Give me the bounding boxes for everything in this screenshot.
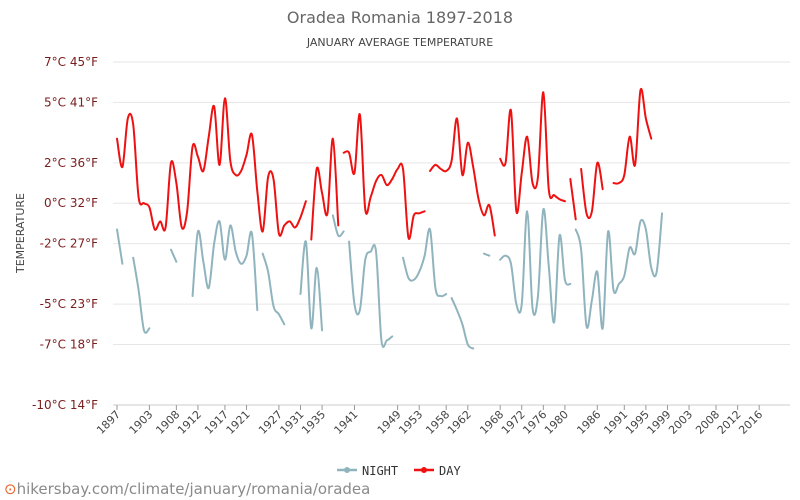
y-tick-label: 0°C 32°F xyxy=(44,196,98,210)
series-line-day xyxy=(429,117,496,237)
x-tick-label: 1991 xyxy=(601,408,630,437)
y-axis-ticks: 7°C 45°F 5°C 41°F 2°C 36°F 0°C 32°F -2°C 27°… xyxy=(32,55,98,412)
series-lines xyxy=(116,87,664,350)
x-tick-label: 1927 xyxy=(256,408,285,437)
x-tick-label: 1999 xyxy=(645,408,674,437)
series-line-night xyxy=(169,248,178,263)
series-line-day xyxy=(116,97,307,237)
x-tick-label: 1958 xyxy=(423,408,452,437)
y-axis-label: TEMPERATURE xyxy=(14,193,27,274)
x-tick-label: 1986 xyxy=(574,408,603,437)
x-tick-label: 1917 xyxy=(202,408,231,437)
legend-night-label: NIGHT xyxy=(362,464,398,478)
y-tick-label: -2°C 27°F xyxy=(40,237,98,251)
x-tick-label: 1903 xyxy=(127,408,156,437)
x-tick-label: 1995 xyxy=(623,408,652,437)
series-line-night xyxy=(331,214,345,238)
x-tick-label: 1908 xyxy=(153,408,182,437)
series-line-night xyxy=(191,220,259,312)
x-tick-label: 1931 xyxy=(278,408,307,437)
legend-day-label: DAY xyxy=(439,464,461,478)
series-line-day xyxy=(310,137,340,241)
series-day xyxy=(116,87,653,241)
legend-night-marker xyxy=(344,467,350,473)
series-line-night xyxy=(116,228,124,265)
series-line-night xyxy=(450,297,475,350)
x-tick-label: 1976 xyxy=(520,408,549,437)
series-line-night xyxy=(482,252,491,257)
series-line-night xyxy=(348,240,394,349)
x-tick-label: 1972 xyxy=(499,408,528,437)
chart-title: Oradea Romania 1897-2018 xyxy=(287,8,513,27)
legend-item-day[interactable]: DAY xyxy=(414,464,461,478)
x-tick-label: 2016 xyxy=(736,408,765,437)
x-tick-label: 1968 xyxy=(477,408,506,437)
x-tick-label: 1980 xyxy=(542,408,571,437)
series-line-night xyxy=(499,208,572,324)
y-tick-label: 7°C 45°F xyxy=(44,55,98,69)
legend-day-marker xyxy=(421,467,427,473)
x-tick-label: 1897 xyxy=(94,408,123,437)
series-line-day xyxy=(499,91,566,215)
y-tick-label: 2°C 36°F xyxy=(44,156,98,170)
location-pin-icon: ⊙ xyxy=(4,480,17,498)
legend[interactable]: NIGHT DAY xyxy=(337,464,461,478)
x-tick-label: 1921 xyxy=(224,408,253,437)
x-tick-label: 1935 xyxy=(299,408,328,437)
x-tick-label: 1953 xyxy=(396,408,425,437)
series-line-night xyxy=(574,212,664,330)
legend-item-night[interactable]: NIGHT xyxy=(337,464,398,478)
y-tick-label: -5°C 23°F xyxy=(40,297,98,311)
x-tick-label: 1941 xyxy=(332,408,361,437)
x-tick-label: 2003 xyxy=(666,408,695,437)
series-line-day xyxy=(580,161,604,220)
x-tick-label: 1949 xyxy=(375,408,404,437)
series-line-night xyxy=(299,240,324,332)
series-night xyxy=(116,208,664,350)
series-line-night xyxy=(402,227,448,298)
y-tick-label: -10°C 14°F xyxy=(32,398,98,412)
x-tick-label: 1912 xyxy=(175,408,204,437)
source-link-text: hikersbay.com/climate/january/romania/or… xyxy=(16,480,371,498)
series-line-day xyxy=(612,87,653,185)
source-link[interactable]: ⊙hikersbay.com/climate/january/romania/o… xyxy=(4,480,370,498)
x-tick-label: 1962 xyxy=(445,408,474,437)
series-line-night xyxy=(261,252,286,326)
series-line-night xyxy=(132,256,151,334)
y-tick-label: 5°C 41°F xyxy=(44,95,98,109)
series-line-day xyxy=(569,178,577,221)
x-tick-label: 2008 xyxy=(693,408,722,437)
chart-subtitle: JANUARY AVERAGE TEMPERATURE xyxy=(306,36,493,49)
series-line-day xyxy=(342,113,426,240)
x-tick-label: 2012 xyxy=(715,408,744,437)
y-tick-label: -7°C 18°F xyxy=(40,337,98,351)
